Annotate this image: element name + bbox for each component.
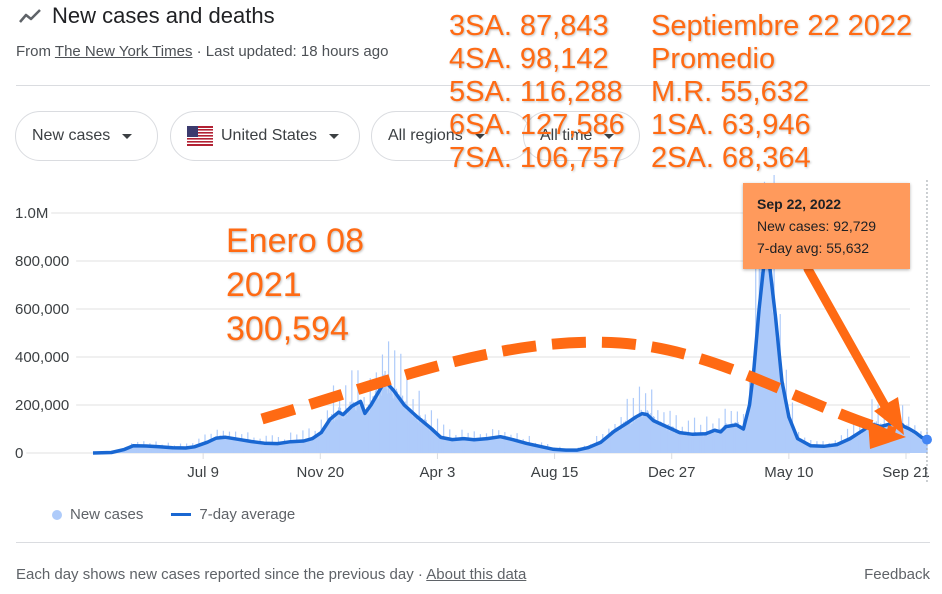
source-line: From The New York Times · Last updated: …	[16, 43, 388, 60]
legend-new-cases: New cases	[70, 506, 144, 523]
annotation-line: 4SA. 98,142	[449, 43, 609, 75]
metric-dropdown-label: New cases	[32, 127, 111, 144]
avg-area	[93, 259, 927, 453]
source-link[interactable]: The New York Times	[54, 43, 193, 60]
annotation-peak-jan-2021: Enero 08 2021 300,594	[226, 219, 364, 351]
about-data-link[interactable]: About this data	[426, 566, 527, 583]
region-dropdown[interactable]: All regions	[371, 111, 531, 161]
x-tick-label: Dec 27	[648, 464, 696, 481]
page-title: New cases and deaths	[52, 3, 275, 28]
region-dropdown-label: All regions	[388, 127, 463, 144]
x-tick-label: Aug 15	[531, 464, 579, 481]
annotation-line: M.R. 55,632	[651, 76, 809, 108]
country-dropdown[interactable]: United States	[170, 111, 360, 161]
annotation-dashed-trend	[260, 336, 897, 439]
time-range-dropdown[interactable]: All time	[523, 111, 640, 161]
annotation-line: 2021	[226, 266, 302, 304]
annotation-arrowhead	[868, 421, 906, 449]
annotation-line: 300,594	[226, 310, 349, 348]
last-updated: · Last updated: 18 hours ago	[192, 43, 389, 60]
caret-down-icon	[604, 133, 615, 139]
caret-down-icon	[122, 133, 133, 139]
footer-note: Each day shows new cases reported since …	[16, 566, 526, 583]
annotation-line: 1SA. 63,946	[651, 109, 811, 141]
time-range-dropdown-label: All time	[540, 127, 593, 144]
annotation-line: Promedio	[651, 43, 776, 75]
x-tick-label: May 10	[764, 464, 813, 481]
y-tick-label: 200,000	[15, 397, 69, 414]
us-flag-icon	[187, 126, 213, 146]
y-tick-label: 400,000	[15, 349, 69, 366]
annotation-weekly-left: 3SA. 87,843 4SA. 98,142 5SA. 116,288 6SA. 1…	[449, 10, 625, 175]
annotation-line: 3SA. 87,843	[449, 10, 609, 42]
metric-dropdown[interactable]: New cases	[15, 111, 158, 161]
annotation-weekly-right: Septiembre 22 2022 Promedio M.R. 55,632 1SA…	[651, 10, 912, 175]
feedback-link[interactable]: Feedback	[864, 566, 930, 583]
annotation-arrow-shaft	[803, 264, 895, 420]
chart-legend: New cases 7-day average	[52, 506, 295, 523]
annotation-line: 6SA. 127,586	[449, 109, 625, 141]
country-dropdown-label: United States	[221, 127, 318, 144]
chart-tooltip: Sep 22, 2022 New cases: 92,729 7-day avg…	[743, 183, 910, 269]
y-tick-label: 0	[15, 445, 23, 462]
avg-line	[92, 258, 928, 455]
legend-new-cases-swatch	[52, 509, 62, 520]
caret-down-icon	[329, 133, 340, 139]
y-tick-label: 600,000	[15, 301, 69, 318]
divider	[16, 542, 930, 543]
x-tick-label: Apr 3	[420, 464, 456, 481]
tooltip-avg: 7-day avg: 55,632	[757, 240, 870, 256]
trending-line-icon	[19, 9, 41, 23]
x-tick-label: Nov 20	[297, 464, 345, 481]
x-tick-label: Jul 9	[187, 464, 219, 481]
tooltip-new-cases: New cases: 92,729	[757, 218, 877, 234]
y-tick-label: 800,000	[15, 253, 69, 270]
annotation-line: 2SA. 68,364	[651, 142, 811, 174]
legend-avg-swatch	[171, 513, 192, 516]
divider	[16, 85, 930, 86]
annotation-arrowhead	[874, 397, 904, 435]
y-tick-label: 1.0M	[15, 205, 48, 222]
tooltip-date: Sep 22, 2022	[757, 196, 842, 212]
annotation-line: Enero 08	[226, 222, 364, 260]
x-tick-label: Sep 21	[882, 464, 930, 481]
footer-note-text: Each day shows new cases reported since …	[16, 566, 414, 583]
cases-chart[interactable]: 0 200,000 400,000 600,000 800,000 1.0M Jul 9 N…	[0, 175, 942, 495]
hover-point	[921, 434, 932, 445]
source-prefix: From	[16, 43, 55, 60]
caret-down-icon	[474, 133, 485, 139]
header: New cases and deaths	[18, 2, 275, 30]
annotation-line: 5SA. 116,288	[449, 76, 623, 108]
annotation-line: 7SA. 106,757	[449, 142, 625, 174]
footer-sep: ·	[413, 566, 427, 583]
legend-avg: 7-day average	[199, 506, 296, 523]
annotation-line: Septiembre 22 2022	[651, 10, 913, 42]
